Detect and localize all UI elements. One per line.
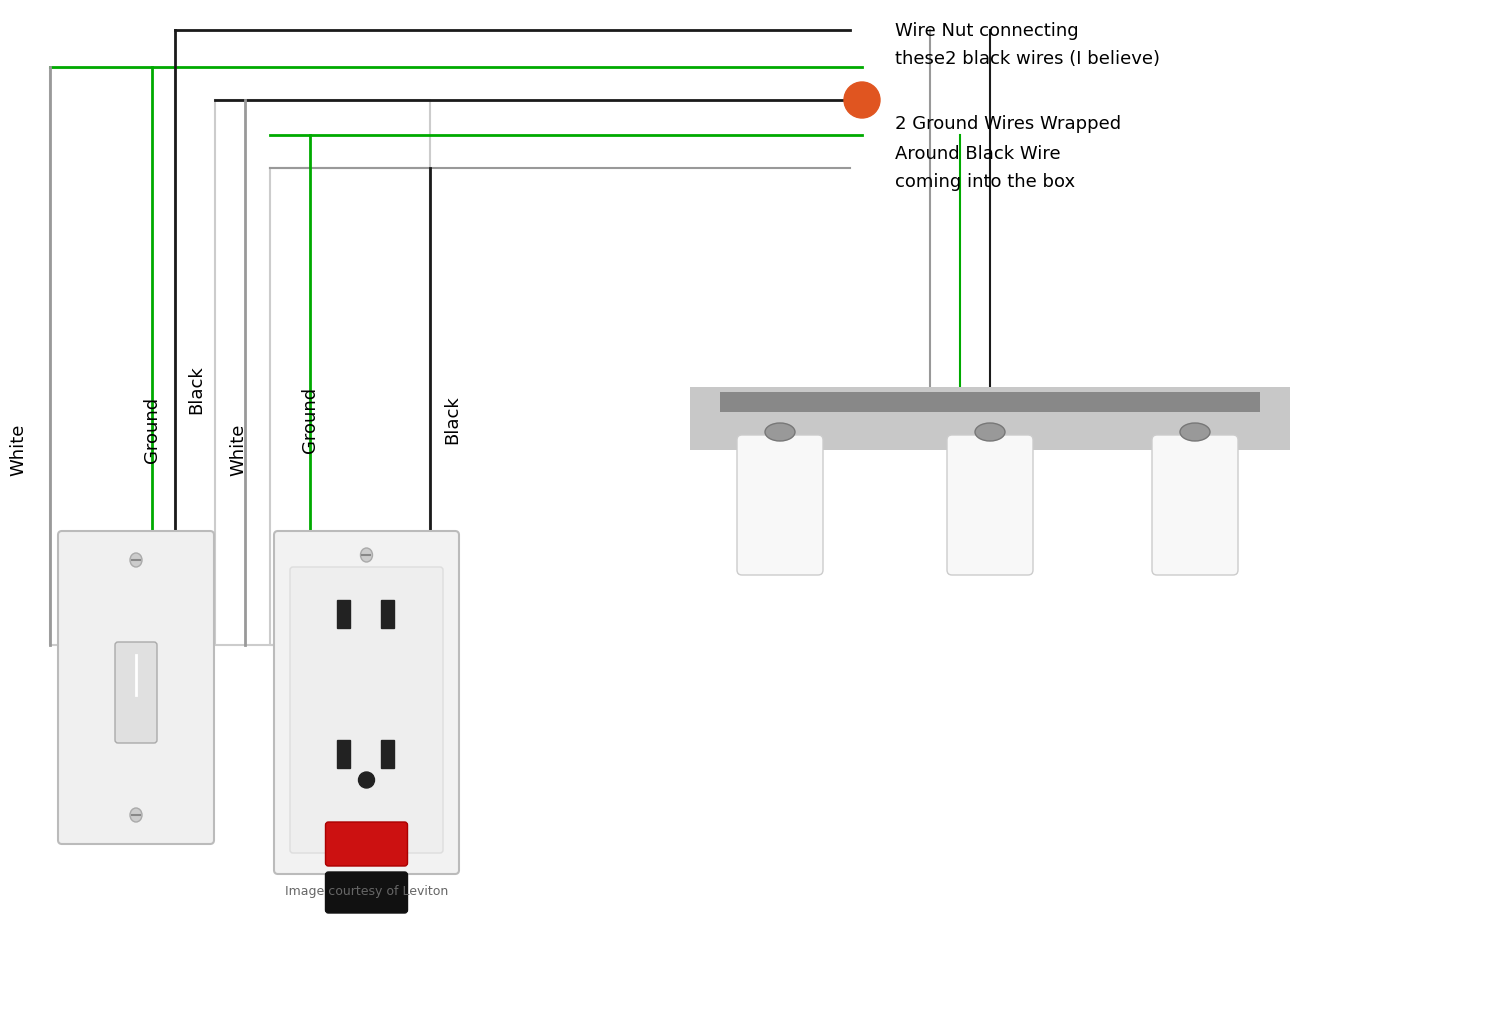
Text: Wire Nut connecting: Wire Nut connecting: [895, 22, 1079, 40]
Text: Black: Black: [444, 396, 462, 445]
FancyBboxPatch shape: [1153, 435, 1238, 575]
Circle shape: [358, 772, 375, 788]
Text: Image courtesy of Leviton: Image courtesy of Leviton: [285, 885, 448, 898]
Text: these2 black wires (I believe): these2 black wires (I believe): [895, 50, 1160, 68]
Ellipse shape: [974, 423, 1004, 440]
Circle shape: [844, 82, 880, 118]
Ellipse shape: [360, 843, 372, 857]
Ellipse shape: [360, 548, 372, 562]
Text: Ground: Ground: [301, 387, 319, 453]
Ellipse shape: [764, 423, 794, 440]
Text: White: White: [9, 424, 27, 477]
Text: Black: Black: [187, 366, 205, 415]
Text: coming into the box: coming into the box: [895, 173, 1075, 191]
Bar: [337, 740, 351, 768]
Text: Around Black Wire: Around Black Wire: [895, 145, 1061, 163]
Text: White: White: [229, 424, 247, 477]
Text: Ground: Ground: [142, 397, 160, 463]
Bar: [382, 600, 394, 628]
FancyBboxPatch shape: [115, 642, 157, 743]
Ellipse shape: [130, 553, 142, 567]
FancyBboxPatch shape: [738, 435, 823, 575]
Bar: [720, 392, 1261, 412]
FancyBboxPatch shape: [325, 822, 408, 866]
Bar: [337, 600, 351, 628]
Text: 2 Ground Wires Wrapped: 2 Ground Wires Wrapped: [895, 115, 1121, 133]
Bar: [382, 740, 394, 768]
Ellipse shape: [130, 808, 142, 822]
Ellipse shape: [1180, 423, 1210, 440]
FancyBboxPatch shape: [947, 435, 1033, 575]
FancyBboxPatch shape: [274, 531, 459, 874]
FancyBboxPatch shape: [289, 567, 444, 853]
Bar: [690, 387, 1291, 450]
FancyBboxPatch shape: [58, 531, 214, 844]
FancyBboxPatch shape: [325, 872, 408, 913]
